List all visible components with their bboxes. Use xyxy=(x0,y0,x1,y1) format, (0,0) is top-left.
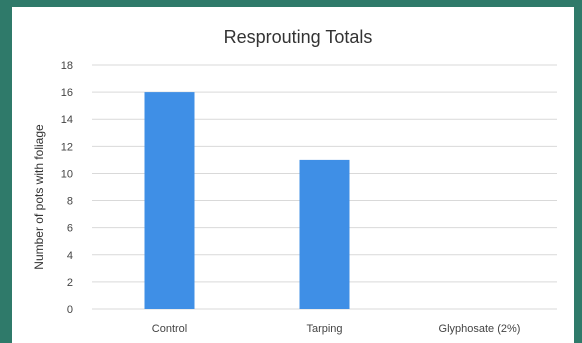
y-tick-label: 2 xyxy=(67,277,73,289)
y-tick-label: 0 xyxy=(67,304,73,316)
y-axis-ticks: 0 2 4 6 8 10 12 14 16 18 xyxy=(61,60,73,316)
y-tick-label: 4 xyxy=(67,250,73,262)
y-tick-label: 16 xyxy=(61,87,73,99)
bars xyxy=(144,92,350,309)
y-tick-label: 12 xyxy=(61,141,73,153)
x-category-label: Tarping xyxy=(306,323,342,335)
y-tick-label: 18 xyxy=(61,60,73,72)
chart-title: Resprouting Totals xyxy=(224,27,373,47)
x-axis-categories: Control Tarping Glyphosate (2%) xyxy=(152,323,521,335)
bar-control xyxy=(144,92,195,309)
x-category-label: Control xyxy=(152,323,187,335)
y-axis-label: Number of pots with foliage xyxy=(32,124,46,270)
x-category-label: Glyphosate (2%) xyxy=(439,323,521,335)
y-tick-label: 6 xyxy=(67,223,73,235)
y-tick-label: 14 xyxy=(61,114,73,126)
bar-tarping xyxy=(299,159,350,309)
chart-frame: Resprouting Totals Number of pots with f… xyxy=(12,7,574,343)
bar-chart: Resprouting Totals Number of pots with f… xyxy=(32,27,557,335)
y-tick-label: 10 xyxy=(61,168,73,180)
y-tick-label: 8 xyxy=(67,196,73,208)
